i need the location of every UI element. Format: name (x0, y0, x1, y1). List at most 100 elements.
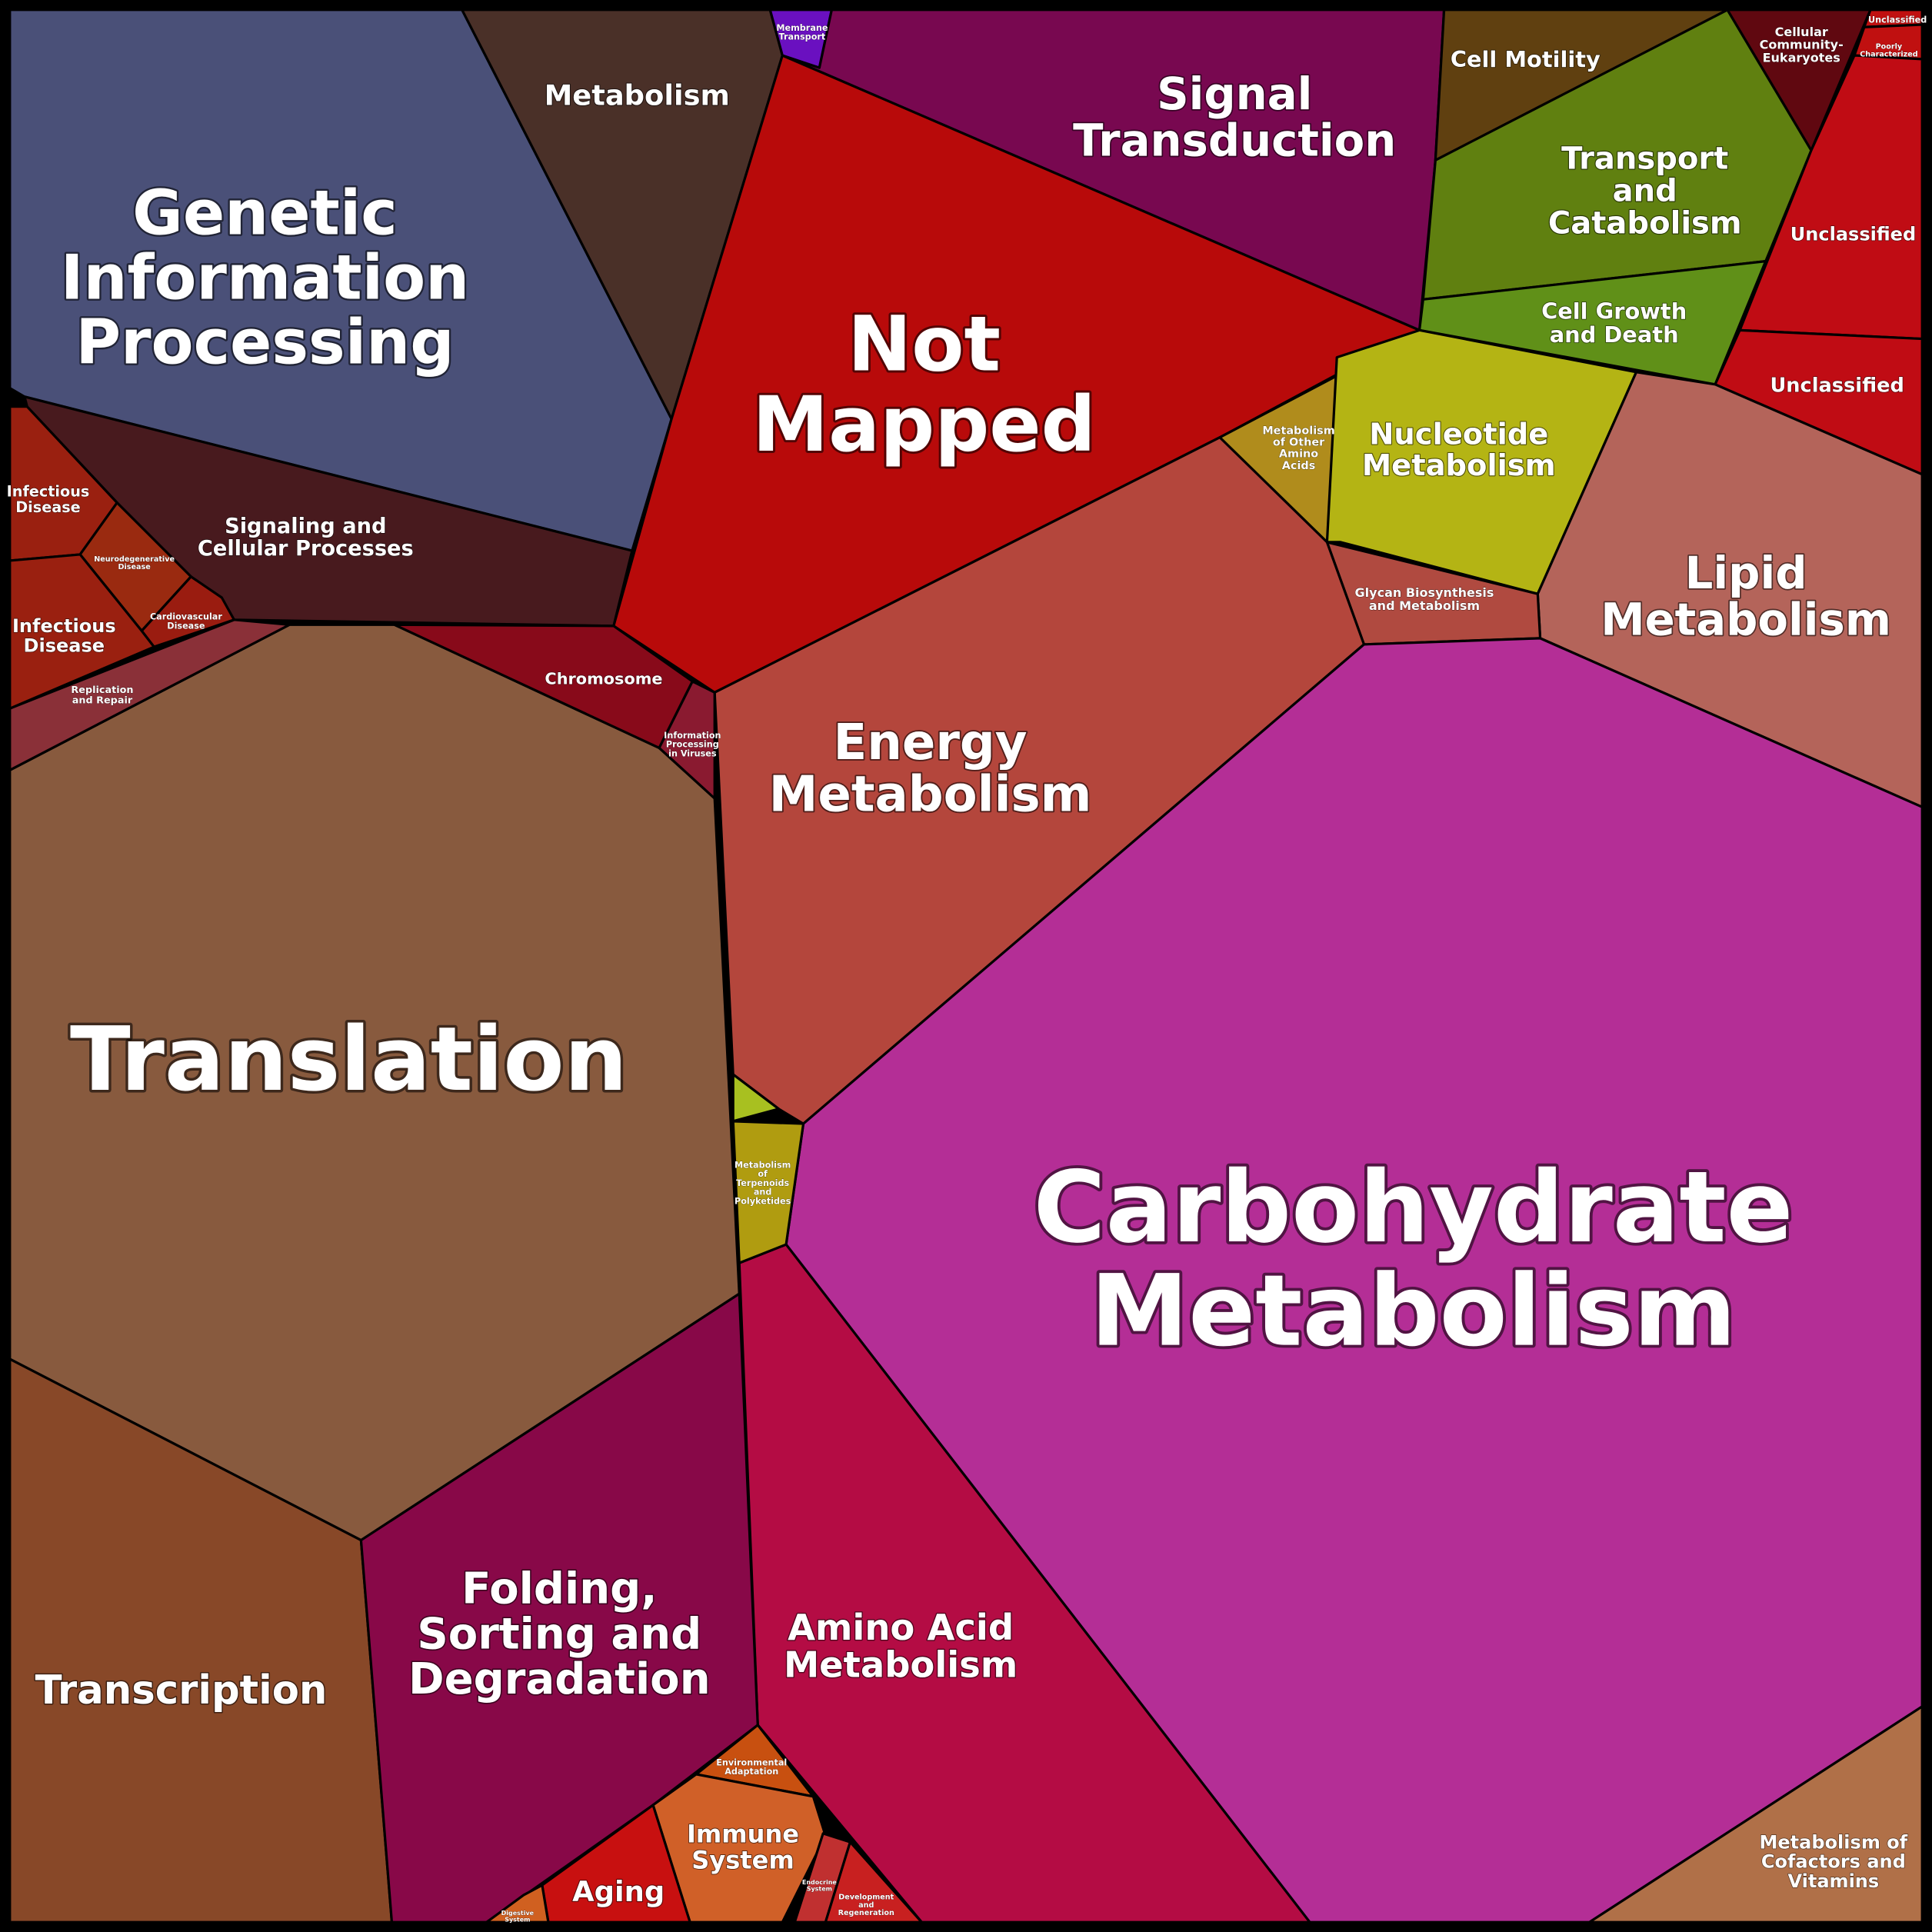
cell-label: Signaling and Cellular Processes (198, 515, 414, 561)
label-line: and Metabolism (1369, 598, 1480, 613)
cell-label: Transport and Catabolism (1548, 141, 1742, 241)
label-line: Infectious (12, 615, 116, 637)
label-line: Disease (118, 563, 152, 571)
label-line: Amino Acid (788, 1607, 1014, 1648)
label-line: Immune (687, 1820, 799, 1849)
cell-label: Transcription (35, 1667, 328, 1714)
label-line: Development (838, 1893, 894, 1901)
label-line: Polyketides (734, 1196, 791, 1206)
label-line: Folding, (461, 1564, 657, 1614)
cell-label: Aging (572, 1875, 665, 1908)
cell-label: Metabolism (545, 78, 730, 112)
cell-label: Environmental Adaptation (716, 1757, 787, 1777)
label-line: Sorting and (417, 1609, 701, 1659)
label-line: Disease (15, 498, 80, 515)
label-line: Infectious (7, 482, 90, 500)
cell-label: Amino Acid Metabolism (784, 1607, 1018, 1686)
label-line: Nucleotide (1369, 417, 1548, 451)
label-line: Translation (70, 1008, 628, 1111)
cell-label: Cellular Community-Eukaryotes (1760, 24, 1844, 65)
label-line: Metabolism (1601, 594, 1891, 646)
cell-label: Infectious Disease (7, 482, 90, 515)
label-line: Environmental (716, 1757, 787, 1767)
cell-label: Cardiovascular Disease (150, 611, 222, 631)
cell-label: Metabolism of Cofactors and Vitamins (1760, 1831, 1908, 1891)
label-line: Metabolism (784, 1644, 1018, 1686)
label-line: Transport (779, 32, 826, 42)
label-line: Not (848, 300, 1001, 388)
label-line: Degradation (408, 1654, 711, 1704)
label-line: and (858, 1900, 874, 1909)
cell-label: Unclassified (1790, 223, 1916, 245)
label-line: Chromosome (545, 670, 662, 688)
label-line: Eukaryotes (1763, 50, 1840, 65)
label-line: Unclassified (1790, 223, 1916, 245)
cell-label: Cell Growth and Death (1541, 298, 1687, 348)
cell-label: Infectious Disease (12, 615, 116, 656)
label-line: Information (61, 242, 469, 313)
label-line: Signaling and (225, 515, 386, 538)
cell-label: Nucleotide Metabolism (1362, 417, 1556, 482)
label-line: System (807, 1885, 832, 1892)
cell-label: Immune System (687, 1820, 799, 1875)
label-line: Metabolism (734, 1160, 791, 1170)
label-line: Replication (71, 684, 133, 695)
label-line: Amino (1279, 448, 1318, 461)
label-line: Glycan Biosynthesis (1355, 585, 1494, 600)
label-line: Acids (1282, 460, 1316, 472)
label-line: Energy (833, 715, 1027, 771)
label-line: and Death (1550, 321, 1679, 348)
label-line: Disease (167, 621, 205, 631)
label-line: Metabolism of (1760, 1831, 1908, 1853)
label-line: Terpenoids (736, 1178, 789, 1188)
label-line: Membrane (776, 22, 828, 32)
label-line: Processing (75, 306, 454, 378)
label-line: Unclassified (1868, 15, 1927, 25)
cells (8, 8, 1924, 1924)
label-line: Carbohydrate (1034, 1151, 1794, 1265)
cell-label: Carbohydrate Metabolism (1034, 1151, 1794, 1369)
cell-label: Digestive System (501, 1909, 535, 1922)
label-line: Metabolism (1262, 425, 1334, 437)
label-line: Metabolism (1091, 1254, 1737, 1368)
cell-label: Replication and Repair (71, 684, 133, 705)
cell-label: Signal Transduction (1073, 68, 1396, 167)
cell-label: Lipid Metabolism (1601, 547, 1891, 646)
label-line: Transduction (1073, 114, 1396, 166)
label-line: and Repair (72, 695, 133, 706)
label-line: Neurodegenerative (94, 555, 175, 564)
label-line: Cofactors and (1761, 1851, 1906, 1873)
cell-label: Genetic Information Processing (61, 177, 469, 378)
cell-label: Folding, Sorting and Degradation (408, 1564, 711, 1704)
label-line: Cellular Processes (198, 536, 414, 560)
label-line: Vitamins (1787, 1870, 1879, 1892)
cell-label: Chromosome (545, 670, 662, 688)
cell-label: Translation (70, 1008, 628, 1111)
label-line: Cellular (1775, 24, 1828, 38)
label-line: in Viruses (668, 748, 717, 758)
label-line: System (505, 1916, 530, 1923)
label-line: Signal (1157, 68, 1312, 120)
cell (731, 1073, 781, 1123)
label-line: Digestive (501, 1909, 535, 1916)
label-line: Endocrine (802, 1878, 838, 1885)
cell-label: Endocrine System (802, 1878, 838, 1891)
cell-label: Energy Metabolism (769, 715, 1092, 823)
cell-label: Information Processing in Viruses (664, 730, 721, 758)
cell-label: Membrane Transport (776, 22, 828, 42)
cell-label: Development and Regeneration (838, 1893, 894, 1917)
label-line: Lipid (1685, 547, 1807, 599)
cell (731, 1120, 805, 1264)
label-line: Regeneration (838, 1908, 894, 1917)
label-line: Catabolism (1548, 205, 1742, 241)
cell-label: Glycan Biosynthesis and Metabolism (1355, 585, 1494, 613)
cell-label: Neurodegenerative Disease (94, 555, 175, 571)
cell-label: Unclassified (1770, 374, 1904, 397)
label-line: Genetic (132, 177, 398, 248)
label-line: Metabolism (1362, 448, 1556, 482)
cell-label: Unclassified (1868, 15, 1927, 25)
label-line: Metabolism (545, 78, 730, 112)
